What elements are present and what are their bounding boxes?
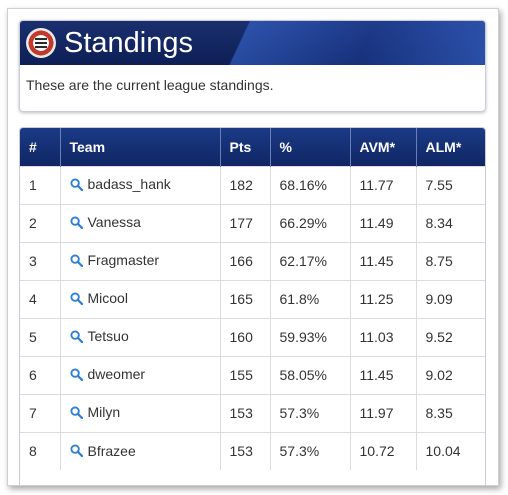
cell-avm: 11.77: [350, 165, 417, 204]
cell-alm: 9.09: [416, 279, 485, 318]
panel-header: Standings: [20, 21, 485, 65]
search-icon[interactable]: [69, 444, 83, 457]
table-header-row: # Team Pts% AVM* ALM*: [20, 128, 485, 166]
cell-pts: 153: [220, 431, 271, 470]
cell-avm: 11.97: [350, 393, 417, 432]
table-row: 3 Fragmaster 166 62.17% 11.45 8.75: [20, 241, 485, 280]
search-icon[interactable]: [69, 216, 83, 229]
table-row: 2 Vanessa 177 66.29% 11.49 8.34: [20, 203, 485, 242]
header-decoration: [185, 21, 485, 65]
team-link[interactable]: dweomer: [69, 366, 146, 383]
cell-pct: 59.93%: [270, 317, 351, 356]
cell-pct: 68.16%: [270, 165, 351, 204]
cell-avm: 11.45: [350, 355, 417, 394]
league-logo-icon: [26, 28, 56, 58]
column-header-avm: AVM*: [350, 128, 417, 166]
column-header-pct: %: [270, 128, 351, 166]
cell-team: Vanessa: [60, 203, 221, 242]
cell-alm: 8.35: [416, 393, 485, 432]
cell-pts: 166: [220, 241, 271, 280]
column-header-rank: #: [20, 128, 61, 166]
cell-rank: 2: [20, 203, 61, 242]
cell-team: Milyn: [60, 393, 221, 432]
cell-alm: 9.02: [416, 355, 485, 394]
standings-panel: Standings These are the current league s…: [19, 20, 486, 112]
team-name[interactable]: Vanessa: [87, 214, 141, 231]
cell-pts: 177: [220, 203, 271, 242]
team-name[interactable]: Milyn: [87, 404, 121, 421]
table-row: 4 Micool 165 61.8% 11.25 9.09: [20, 279, 485, 318]
team-link[interactable]: Tetsuo: [69, 328, 129, 345]
team-name[interactable]: Bfrazee: [87, 442, 136, 459]
table-row: 5 Tetsuo 160 59.93% 11.03 9.52: [20, 317, 485, 356]
search-icon[interactable]: [69, 406, 83, 419]
column-header-pts: Pts: [220, 128, 271, 166]
cell-avm: 11.03: [350, 317, 417, 356]
cell-team: dweomer: [60, 355, 221, 394]
search-icon[interactable]: [69, 254, 83, 267]
page-title: Standings: [64, 27, 193, 59]
cell-team: badass_hank: [60, 165, 221, 204]
search-icon[interactable]: [69, 330, 83, 343]
standings-table: # Team Pts% AVM* ALM* 1 badass_hank 182 68.16% 1…: [20, 128, 485, 470]
column-header-team: Team: [60, 128, 221, 166]
panel-description: These are the current league standings.: [26, 77, 274, 93]
cell-pct: 66.29%: [270, 203, 351, 242]
cell-pct: 57.3%: [270, 393, 351, 432]
search-icon[interactable]: [69, 292, 83, 305]
team-name[interactable]: badass_hank: [87, 176, 171, 193]
table-body: 1 badass_hank 182 68.16% 11.77 7.55 2 Vanessa 17…: [20, 165, 485, 470]
cell-team: Bfrazee: [60, 431, 221, 470]
table-row: 1 badass_hank 182 68.16% 11.77 7.55: [20, 165, 485, 204]
cell-pts: 155: [220, 355, 271, 394]
cell-rank: 4: [20, 279, 61, 318]
cell-pts: 153: [220, 393, 271, 432]
cell-pts: 182: [220, 165, 271, 204]
cell-pts: 160: [220, 317, 271, 356]
standings-table-container: # Team Pts% AVM* ALM* 1 badass_hank 182 68.16% 1…: [19, 127, 486, 485]
cell-rank: 3: [20, 241, 61, 280]
cell-avm: 11.45: [350, 241, 417, 280]
team-link[interactable]: Vanessa: [69, 214, 141, 231]
cell-rank: 5: [20, 317, 61, 356]
search-icon[interactable]: [69, 178, 83, 191]
screenshot-frame: Standings These are the current league s…: [7, 8, 499, 486]
team-link[interactable]: badass_hank: [69, 176, 171, 193]
cell-rank: 1: [20, 165, 61, 204]
cell-team: Tetsuo: [60, 317, 221, 356]
cell-alm: 7.55: [416, 165, 485, 204]
cell-alm: 8.75: [416, 241, 485, 280]
cell-pts: 165: [220, 279, 271, 318]
cell-alm: 8.34: [416, 203, 485, 242]
team-name[interactable]: dweomer: [87, 366, 146, 383]
cell-avm: 10.72: [350, 431, 417, 470]
table-row: 6 dweomer 155 58.05% 11.45 9.02: [20, 355, 485, 394]
cell-team: Fragmaster: [60, 241, 221, 280]
cell-rank: 7: [20, 393, 61, 432]
cell-avm: 11.25: [350, 279, 417, 318]
cell-pct: 58.05%: [270, 355, 351, 394]
cell-pct: 61.8%: [270, 279, 351, 318]
column-header-alm: ALM*: [416, 128, 485, 166]
team-link[interactable]: Micool: [69, 290, 128, 307]
cell-rank: 6: [20, 355, 61, 394]
team-name[interactable]: Micool: [87, 290, 128, 307]
cell-pct: 57.3%: [270, 431, 351, 470]
cell-pct: 62.17%: [270, 241, 351, 280]
team-link[interactable]: Milyn: [69, 404, 121, 421]
team-link[interactable]: Fragmaster: [69, 252, 160, 269]
team-name[interactable]: Tetsuo: [87, 328, 129, 345]
cell-team: Micool: [60, 279, 221, 318]
cell-alm: 9.52: [416, 317, 485, 356]
table-row: 8 Bfrazee 153 57.3% 10.72 10.04: [20, 431, 485, 470]
cell-avm: 11.49: [350, 203, 417, 242]
cell-alm: 10.04: [416, 431, 485, 470]
team-link[interactable]: Bfrazee: [69, 442, 136, 459]
search-icon[interactable]: [69, 368, 83, 381]
team-name[interactable]: Fragmaster: [87, 252, 160, 269]
table-row: 7 Milyn 153 57.3% 11.97 8.35: [20, 393, 485, 432]
cell-rank: 8: [20, 431, 61, 470]
